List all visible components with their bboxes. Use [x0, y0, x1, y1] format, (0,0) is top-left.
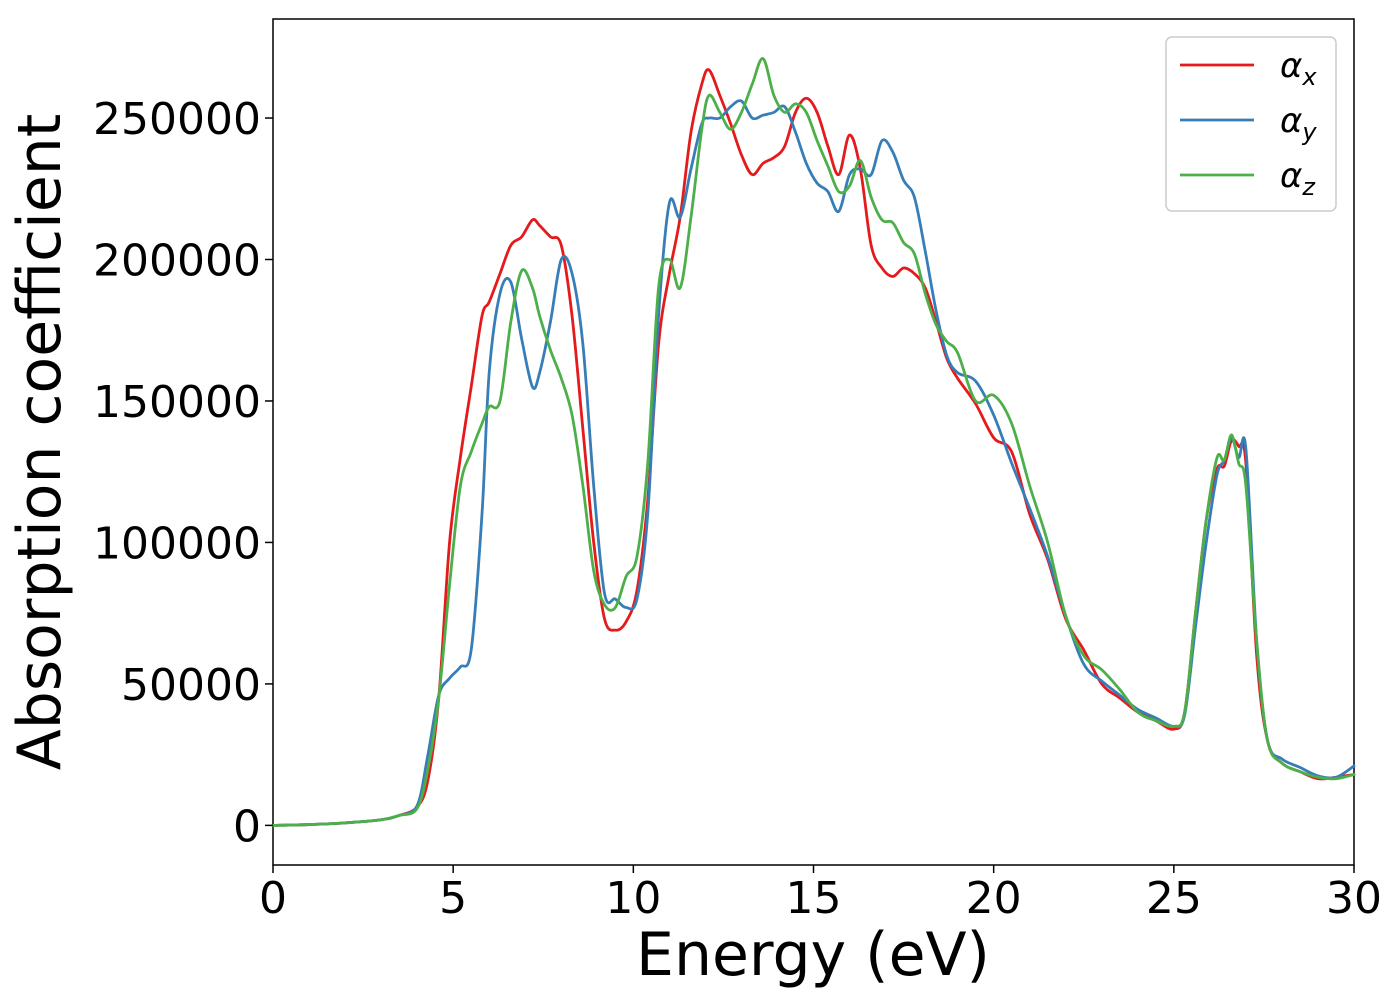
- legend-label-y: αy: [1280, 101, 1317, 146]
- legend: αx αy αz: [1165, 36, 1337, 212]
- y-tick-label: 100000: [93, 518, 261, 569]
- x-axis-ticks: 0 5 10 15 20 25 30: [259, 865, 1382, 924]
- legend-label-z: αz: [1280, 156, 1316, 201]
- y-tick-label: 250000: [93, 94, 261, 145]
- legend-label-x: αx: [1280, 46, 1317, 91]
- y-tick-label: 0: [233, 801, 261, 852]
- series-lines: [271, 57, 1356, 827]
- x-tick-label: 0: [259, 873, 287, 924]
- x-axis-label: Energy (eV): [636, 920, 990, 990]
- x-tick-label: 30: [1326, 873, 1382, 924]
- x-tick-label: 10: [605, 873, 661, 924]
- y-tick-label: 50000: [121, 660, 261, 711]
- y-tick-label: 200000: [93, 236, 261, 287]
- series-line-z: [271, 57, 1356, 827]
- y-axis-ticks: 0 50000 100000 150000 200000 250000: [93, 94, 273, 852]
- y-tick-label: 150000: [93, 377, 261, 428]
- y-axis-label: Absorption coefficient: [5, 114, 75, 771]
- legend-box: [1165, 36, 1337, 212]
- x-tick-label: 25: [1146, 873, 1202, 924]
- x-tick-label: 5: [439, 873, 467, 924]
- x-tick-label: 15: [786, 873, 842, 924]
- x-tick-label: 20: [966, 873, 1022, 924]
